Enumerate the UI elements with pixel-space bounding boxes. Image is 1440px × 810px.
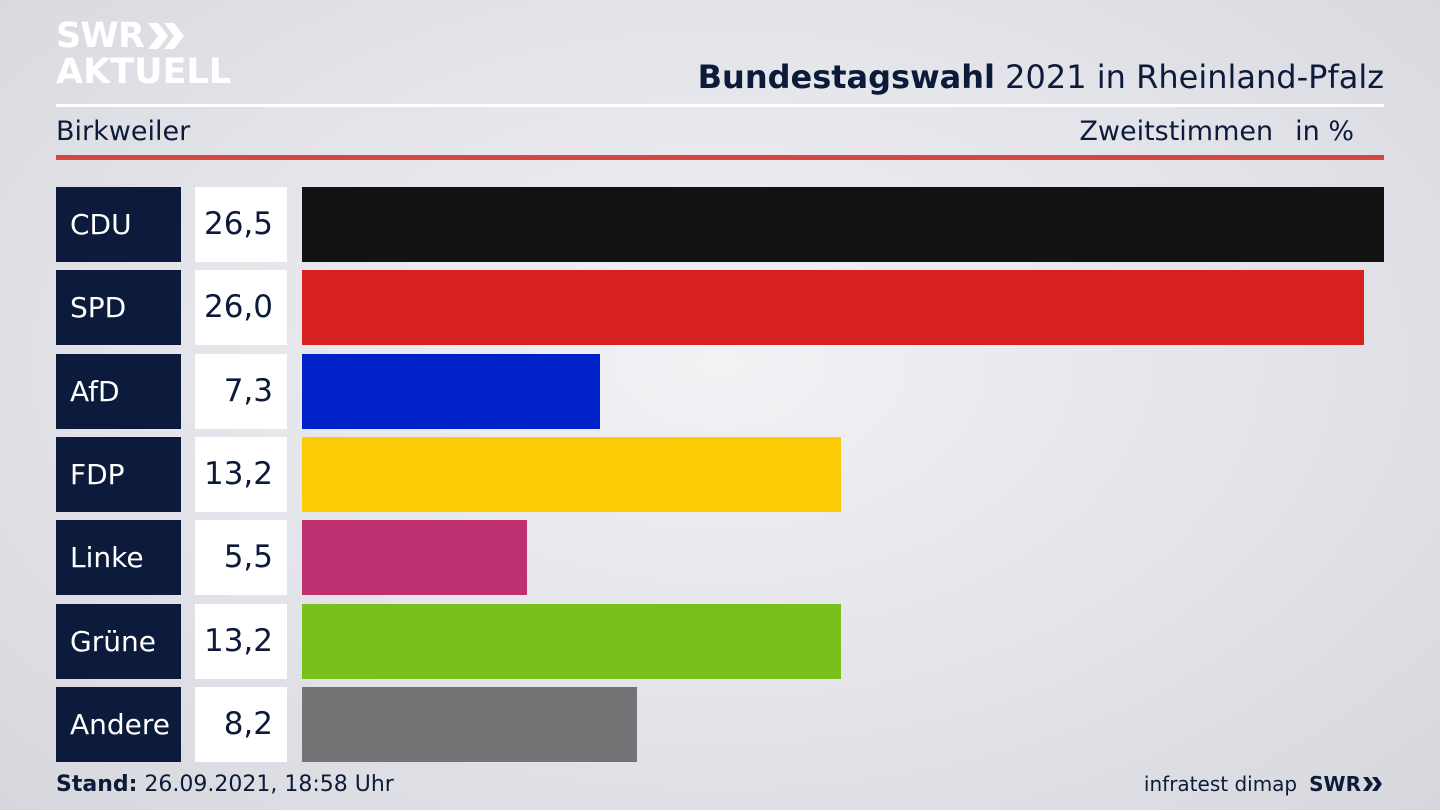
accent-divider	[56, 155, 1384, 160]
measure-label: Zweitstimmen in %	[1079, 116, 1354, 147]
logo-swr-text: SWR	[56, 16, 145, 56]
party-label-box: Andere	[56, 686, 181, 762]
party-name: Andere	[70, 707, 171, 741]
value-label-box: 13,2	[195, 436, 287, 512]
double-chevron-icon	[147, 23, 184, 49]
value-label-box: 13,2	[195, 603, 287, 679]
unit-label: in %	[1295, 116, 1354, 147]
party-name: Linke	[70, 541, 144, 575]
title-bold: Bundestagswahl	[697, 58, 995, 96]
header-divider	[56, 104, 1384, 107]
swr-brand: SWR	[1309, 772, 1384, 796]
value-label: 26,5	[203, 206, 273, 242]
value-label: 13,2	[203, 622, 273, 659]
party-name: Grüne	[70, 624, 156, 658]
source-label: infratest dimap	[1143, 772, 1298, 796]
party-name: AfD	[70, 374, 120, 408]
party-label-box: CDU	[56, 187, 181, 262]
value-label: 26,0	[203, 289, 273, 326]
value-label: 8,2	[223, 705, 273, 742]
party-name: SPD	[70, 291, 127, 325]
chart-title: Bundestagswahl 2021 in Rheinland-Pfalz	[698, 58, 1384, 96]
swr-brand-text: SWR	[1309, 772, 1361, 796]
stand-label: Stand:	[56, 772, 138, 797]
footer-credits: infratest dimap SWR	[1144, 772, 1384, 796]
value-label-box: 5,5	[195, 520, 287, 596]
value-label-box: 26,5	[195, 187, 287, 262]
bar	[302, 353, 600, 429]
party-label-box: AfD	[56, 353, 181, 429]
party-name: FDP	[70, 457, 125, 491]
value-label: 7,3	[223, 372, 273, 409]
value-label-box: 7,3	[195, 353, 287, 429]
timestamp: Stand: 26.09.2021, 18:58 Uhr	[56, 772, 394, 797]
party-label-box: Grüne	[56, 603, 181, 679]
title-rest: 2021 in Rheinland-Pfalz	[995, 58, 1384, 96]
bar	[302, 603, 841, 679]
bar	[302, 270, 1364, 346]
bar	[302, 187, 1384, 262]
place-name: Birkweiler	[56, 116, 191, 147]
value-label: 5,5	[223, 539, 273, 576]
party-label-box: SPD	[56, 270, 181, 346]
logo-aktuell-text: AKTUELL	[56, 52, 232, 92]
bar	[302, 520, 527, 596]
double-chevron-icon	[1363, 777, 1382, 791]
party-label-box: Linke	[56, 520, 181, 596]
party-name: CDU	[70, 208, 132, 241]
bar	[302, 686, 637, 762]
swr-aktuell-logo: SWR AKTUELL	[56, 18, 231, 90]
party-label-box: FDP	[56, 436, 181, 512]
value-label-box: 26,0	[195, 270, 287, 346]
stand-value: 26.09.2021, 18:58 Uhr	[137, 772, 394, 797]
value-label-box: 8,2	[195, 686, 287, 762]
value-label: 13,2	[203, 455, 273, 492]
bar	[302, 436, 841, 512]
measure-type: Zweitstimmen	[1079, 116, 1274, 147]
